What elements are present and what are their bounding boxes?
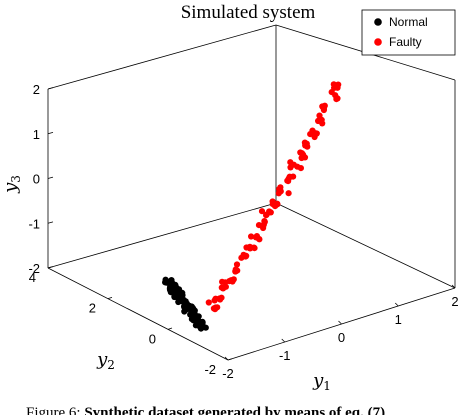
faulty-point — [252, 234, 259, 241]
floor-back-right-edge — [275, 202, 456, 289]
z-tick-label: -2 — [28, 261, 40, 276]
faulty-point — [334, 84, 341, 91]
faulty-point — [212, 304, 219, 311]
z-tick-mark — [47, 87, 54, 90]
faulty-point — [255, 222, 263, 229]
svg-text:y3: y3 — [0, 175, 23, 194]
normal-point — [173, 290, 180, 297]
y2-tick-label: 0 — [149, 331, 156, 346]
normal-point — [188, 316, 195, 323]
figure-caption: Figure 6: Synthetic dataset generated by… — [26, 405, 385, 415]
y2-tick-mark — [227, 358, 233, 361]
normal-point — [194, 321, 201, 328]
svg-text:y2: y2 — [96, 349, 115, 372]
faulty-point — [275, 190, 282, 197]
y2-tick-mark — [107, 296, 113, 300]
y1-tick-mark — [394, 302, 399, 307]
y1-tick-label: 0 — [338, 330, 345, 345]
legend-box — [361, 9, 456, 56]
normal-point — [195, 313, 202, 320]
normal-point — [168, 277, 175, 284]
z-axis-label: y3 — [0, 175, 23, 194]
caption-prefix: Figure 6: — [26, 405, 84, 415]
legend-marker-normal — [374, 18, 382, 26]
axes-box — [47, 24, 456, 361]
z-tick-label: 1 — [33, 127, 40, 142]
faulty-point — [297, 165, 304, 172]
faulty-point — [302, 141, 310, 148]
faulty-point — [251, 245, 258, 252]
y1-tick-mark — [338, 320, 342, 325]
y2-tick-label: 2 — [89, 301, 96, 316]
normal-point — [169, 286, 176, 294]
faulty-point — [238, 254, 245, 261]
normal-point — [181, 303, 188, 310]
faulty-point — [287, 159, 294, 166]
faulty-point — [319, 103, 326, 110]
faulty-point — [277, 184, 284, 191]
faulty-point — [233, 261, 241, 268]
normal-point — [162, 279, 169, 286]
y1-tick-label: -2 — [222, 366, 234, 381]
z-tick-mark — [47, 221, 54, 224]
y2-axis-line — [47, 267, 229, 361]
floor-back-left-edge — [47, 202, 277, 269]
legend-label-faulty: Faulty — [389, 35, 422, 49]
top-back-left-edge — [47, 24, 277, 90]
faulty-point — [205, 299, 212, 306]
y2-tick-label: 4 — [29, 270, 36, 285]
z-axis-ticks: -2 -1 0 1 2 — [28, 82, 54, 276]
y1-tick-mark — [224, 356, 229, 361]
faulty-point — [316, 112, 323, 119]
y1-tick-label: -1 — [279, 348, 291, 363]
normal-point — [202, 324, 209, 331]
y1-tick-mark — [451, 284, 456, 289]
legend-label-normal: Normal — [389, 15, 428, 29]
faulty-point — [258, 208, 266, 215]
faulty-point — [266, 208, 273, 215]
y2-axis-label: y2 — [96, 349, 115, 372]
y2-axis-ticks: -2 0 2 4 — [29, 266, 233, 377]
y1-tick-label: 2 — [451, 294, 458, 309]
legend-marker-faulty — [374, 38, 382, 46]
svg-text:y1: y1 — [312, 370, 331, 393]
faulty-point — [211, 297, 218, 304]
legend: Normal Faulty — [361, 9, 456, 56]
y1-axis-label: y1 — [312, 370, 331, 393]
faulty-point — [218, 284, 225, 291]
faulty-point — [309, 127, 316, 134]
y1-tick-label: 1 — [395, 312, 402, 327]
faulty-point — [298, 154, 305, 162]
y1-axis-ticks: -2 -1 0 1 2 — [222, 284, 459, 381]
z-tick-label: 0 — [33, 172, 40, 187]
z-tick-mark — [47, 176, 54, 179]
chart-title: Simulated system — [181, 2, 316, 23]
faulty-point — [232, 268, 239, 275]
faulty-point — [260, 221, 267, 228]
z-tick-label: -1 — [28, 216, 40, 231]
y2-tick-mark — [47, 266, 53, 269]
z-tick-label: 2 — [33, 82, 40, 97]
y2-tick-label: -2 — [204, 362, 216, 377]
faulty-point — [297, 149, 304, 156]
z-tick-mark — [47, 131, 54, 135]
faulty-point — [248, 233, 255, 240]
faulty-point — [333, 96, 340, 103]
y1-tick-mark — [281, 338, 286, 343]
normal-point — [178, 294, 185, 301]
data-points — [162, 81, 342, 332]
faulty-point — [315, 117, 322, 124]
faulty-point — [285, 175, 292, 182]
faulty-point — [229, 278, 236, 285]
faulty-point — [285, 190, 292, 197]
faulty-point — [272, 203, 279, 210]
y2-tick-mark — [167, 327, 173, 330]
caption-bold-text: Synthetic dataset generated by means of … — [84, 405, 385, 415]
